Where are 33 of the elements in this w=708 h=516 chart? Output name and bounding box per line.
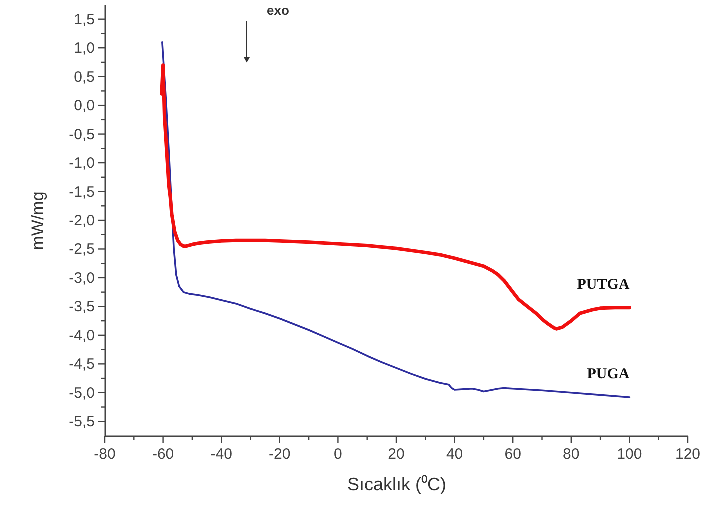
- series-label: PUTGA: [577, 276, 630, 293]
- y-tick-label: -3,0: [69, 270, 95, 287]
- x-tick-label: 80: [563, 446, 580, 463]
- x-tick-label: 40: [446, 446, 464, 463]
- y-tick-label: -0,5: [69, 126, 95, 144]
- y-tick-label: -1,5: [69, 184, 95, 201]
- x-tick-label: 60: [504, 446, 522, 463]
- y-tick-label: -1,0: [69, 155, 95, 172]
- y-tick-label: -2,5: [69, 241, 95, 258]
- x-tick-label: 20: [388, 446, 405, 463]
- x-tick-label: 100: [617, 446, 642, 463]
- x-tick-label: -40: [210, 446, 232, 463]
- y-tick-label: 0,0: [74, 98, 95, 115]
- y-axis-title: mW/mg: [28, 192, 48, 250]
- y-tick-label: -4,5: [69, 356, 95, 374]
- y-tick-label: 1,5: [74, 11, 95, 28]
- x-tick-label: 120: [675, 446, 701, 463]
- y-tick-label: -4,0: [69, 327, 95, 344]
- series-label: PUGA: [587, 366, 630, 382]
- x-tick-label: -20: [269, 446, 291, 463]
- y-tick-label: -3,5: [69, 298, 95, 316]
- line-series: [160, 64, 632, 331]
- y-tick-label: -5,0: [69, 384, 95, 402]
- y-tick-label: -2,0: [69, 212, 95, 230]
- x-axis-title: Sıcaklık (⁰C): [347, 474, 447, 494]
- annotation: exo: [267, 3, 290, 18]
- x-tick-label: -80: [94, 446, 116, 463]
- line-series: [162, 41, 631, 398]
- x-tick-label: -60: [152, 446, 174, 463]
- y-tick-label: 1,0: [74, 40, 95, 58]
- y-tick-label: -5,5: [69, 414, 95, 431]
- y-tick-label: 0,5: [74, 68, 95, 86]
- x-tick-label: 0: [334, 446, 342, 463]
